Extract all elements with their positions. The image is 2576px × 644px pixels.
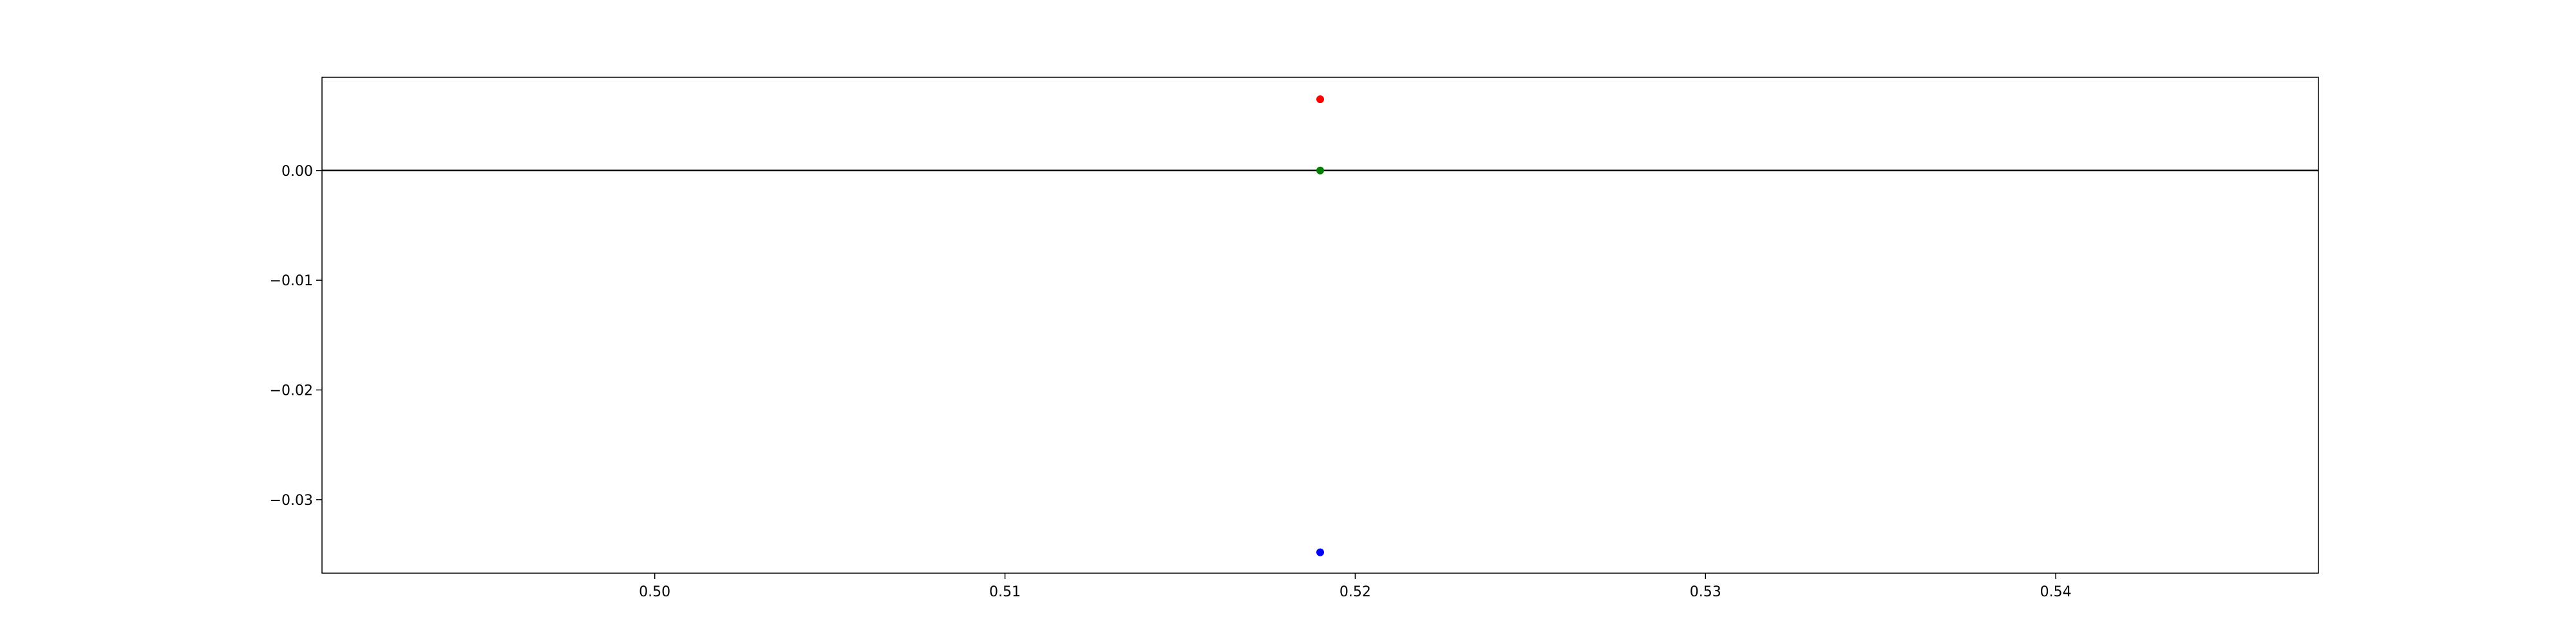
x-tick-label: 0.50 [639, 584, 670, 600]
axes-frame [321, 77, 2319, 574]
data-point [1316, 166, 1324, 175]
y-tick-label: −0.02 [270, 383, 313, 399]
y-axis-ticks: 0.00 −0.01 −0.02 −0.03 [270, 164, 322, 509]
data-points [1316, 95, 1324, 556]
y-tick-label: −0.01 [270, 273, 313, 289]
x-axis-ticks: 0.50 0.51 0.52 0.53 0.54 [639, 573, 2072, 600]
y-tick-label: −0.03 [270, 493, 313, 509]
x-tick-label: 0.52 [1340, 584, 1371, 600]
x-tick-label: 0.53 [1690, 584, 1721, 600]
x-tick-label: 0.54 [2040, 584, 2072, 600]
data-point [1316, 95, 1324, 104]
x-tick-label: 0.51 [989, 584, 1021, 600]
data-point [1316, 548, 1324, 556]
y-tick-label: 0.00 [281, 164, 313, 180]
